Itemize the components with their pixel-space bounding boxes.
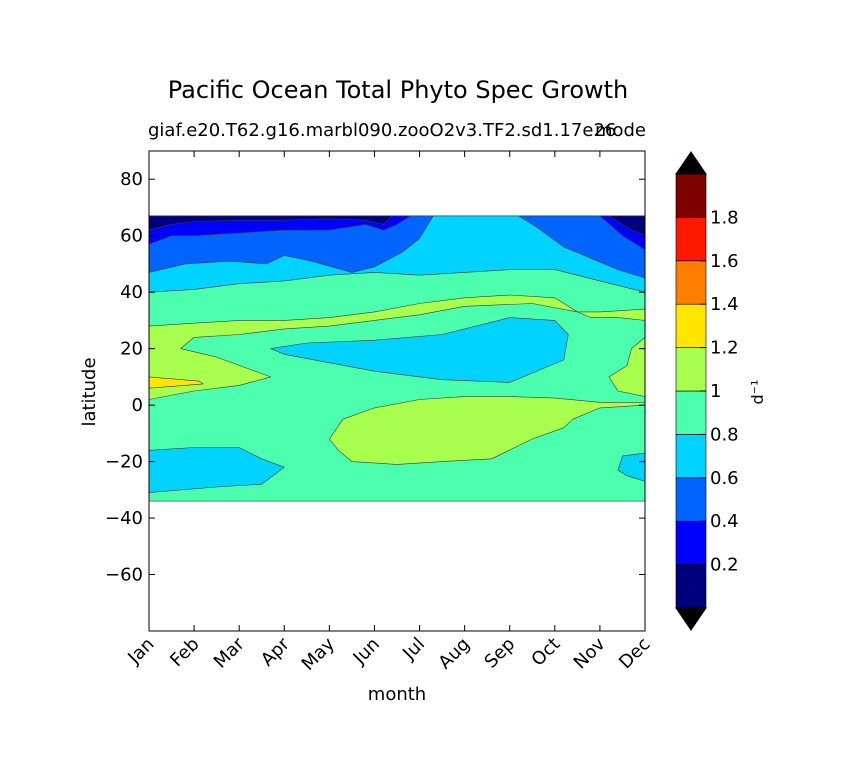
chart-title: Pacific Ocean Total Phyto Spec Growth [167, 76, 629, 104]
x-tick-label: Mar [210, 633, 249, 672]
colorbar-tick-label: 0.4 [710, 511, 739, 532]
contour-region-north-pool-0.6-0.8 [270, 317, 569, 383]
colorbar-segment [675, 217, 707, 262]
colorbar-tick-label: 0.2 [710, 555, 739, 576]
colorbar-tick-label: 1.2 [710, 338, 739, 359]
x-tick-label: Dec [615, 634, 654, 673]
colorbar-extend-over [675, 151, 707, 175]
chart-subtitle-mode: mode [594, 120, 646, 141]
x-tick-label: Aug [434, 634, 474, 674]
colorbar-extend-under [675, 607, 707, 631]
contour-region-south-pool-0.6-0.8 [148, 447, 285, 493]
y-tick-label: −40 [105, 508, 143, 529]
colorbar-tick-label: 0.8 [710, 424, 739, 445]
colorbar-tick-label: 1.4 [710, 294, 739, 315]
colorbar-label: d⁻¹ [748, 379, 767, 404]
y-tick-label: −20 [105, 452, 143, 473]
chart-subtitle-run: giaf.e20.T62.g16.marbl090.zooO2v3.TF2.sd… [148, 120, 617, 141]
colorbar-tick-label: 1 [710, 381, 721, 402]
x-axis-label: month [368, 684, 426, 705]
x-tick-label: Oct [527, 634, 564, 671]
colorbar-segment [675, 477, 707, 522]
colorbar-segment [675, 347, 707, 392]
x-tick-label: Apr [257, 633, 294, 670]
colorbar-tick-label: 1.6 [710, 251, 739, 272]
colorbar: 0.2 0.4 0.6 0.8 1 1.2 1.4 1.6 1.8 [675, 151, 739, 631]
colorbar-segment [675, 520, 707, 565]
y-tick-label: −60 [105, 565, 143, 586]
contour-region-north-band-0-0.2 [148, 215, 393, 231]
y-axis-label: latitude [79, 357, 100, 426]
x-tick-label: Nov [570, 633, 610, 673]
colorbar-segment [675, 390, 707, 435]
colorbar-segment [675, 434, 707, 479]
colorbar-tick-label: 1.8 [710, 207, 739, 228]
x-tick-label: Jul [398, 634, 429, 665]
colorbar-tick-label: 0.6 [710, 468, 739, 489]
x-tick-label: Jan [123, 634, 158, 669]
x-tick-label: May [298, 633, 339, 674]
y-tick-label: 0 [132, 395, 143, 416]
contour-region-equator-patch-1.0-1.2 [329, 396, 646, 465]
y-tick-label: 40 [120, 282, 143, 303]
x-tick-label: Feb [166, 634, 203, 671]
colorbar-segment [675, 173, 707, 218]
colorbar-segment [675, 303, 707, 348]
y-tick-label: 60 [120, 226, 143, 247]
colorbar-segment [675, 260, 707, 305]
contour-fill-layer [148, 215, 646, 502]
y-axis: −60 −40 −20 0 20 40 60 80 [105, 169, 645, 586]
x-tick-label: Jun [349, 634, 384, 669]
colorbar-segment [675, 564, 707, 609]
y-tick-label: 20 [120, 339, 143, 360]
plot-area-frame [148, 150, 646, 632]
y-tick-label: 80 [120, 169, 143, 190]
contour-region-subtropical-north-1.0-1.2 [148, 294, 646, 400]
x-tick-label: Sep [480, 634, 519, 673]
